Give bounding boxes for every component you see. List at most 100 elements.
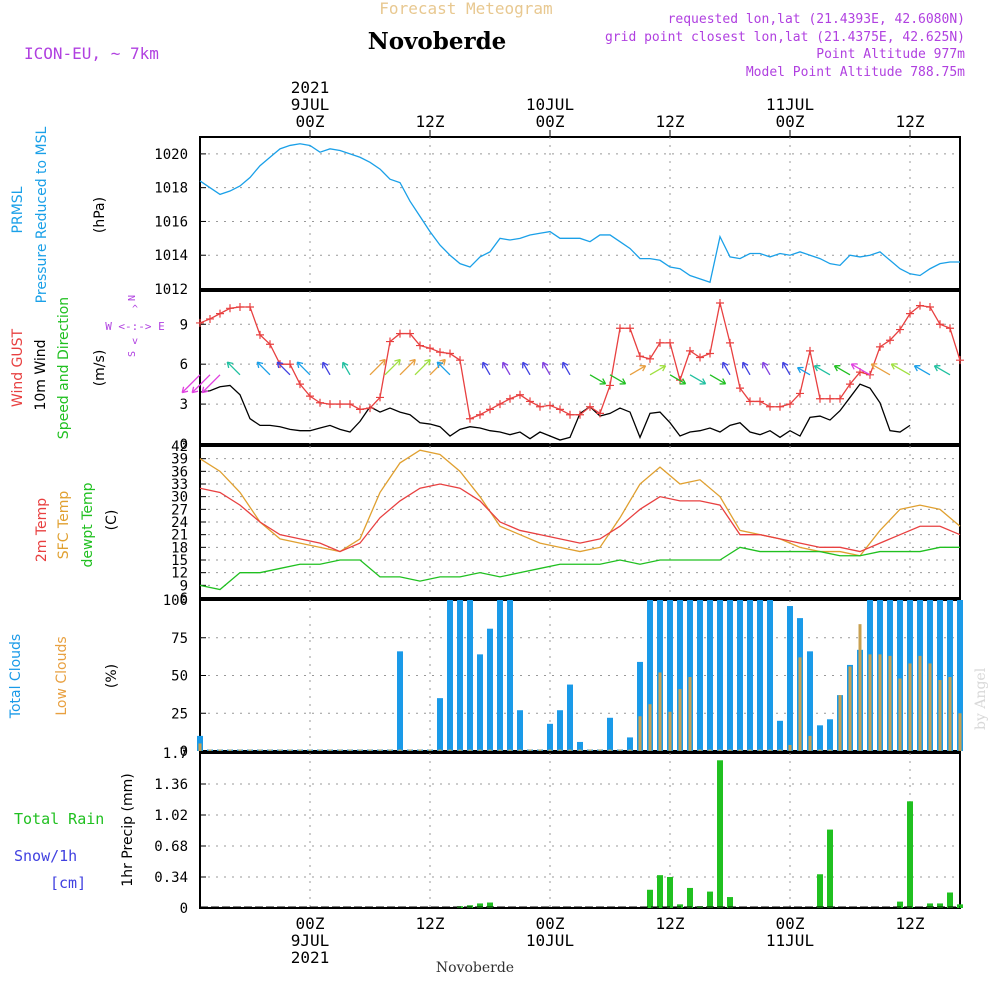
wind-gust-line-point (526, 397, 534, 406)
rain-bar (947, 892, 953, 908)
y-tick-label: 36 (171, 464, 188, 480)
y-tick-label: 75 (171, 631, 188, 647)
y-tick-label: 1.36 (154, 777, 188, 793)
wind-barb (201, 374, 221, 394)
precip-label-cm: [cm] (50, 874, 86, 892)
temp-label-sfc: SFC Temp (56, 491, 72, 560)
low-cloud-bar (638, 716, 642, 751)
wind-gust-line-point (806, 346, 814, 355)
total-cloud-bar (727, 600, 733, 751)
wind-gust-line-point (206, 314, 214, 323)
low-cloud-bar (828, 749, 832, 751)
y-tick-label: 12 (171, 566, 188, 582)
wind-barb (369, 359, 386, 376)
wind-barb (870, 363, 891, 376)
clouds-label-total: Total Clouds (8, 634, 24, 719)
low-cloud-bar (548, 749, 552, 751)
rain-bar (827, 829, 833, 908)
low-cloud-bar (948, 677, 952, 751)
low-cloud-bar (518, 749, 522, 751)
low-cloud-bar (278, 749, 282, 751)
low-cloud-bar (338, 749, 342, 751)
total-cloud-bar (647, 600, 653, 751)
y-tick-label: 6 (180, 591, 188, 607)
compass-down: v (132, 336, 138, 347)
t2m-line (199, 483, 961, 553)
low-cloud-bar (358, 749, 362, 751)
pressure-label-b: Pressure Reduced to MSL (34, 126, 50, 303)
low-cloud-bar (928, 663, 932, 751)
total-cloud-bar (827, 719, 833, 751)
low-cloud-bar (848, 666, 852, 751)
compass-we: W <-:-> E (105, 320, 165, 333)
wind-barb-head (256, 361, 264, 369)
closest-coords: grid point closest lon,lat (21.4375E, 42… (605, 30, 965, 45)
rain-bar (667, 877, 673, 908)
wind-gust-line-point (396, 329, 404, 338)
total-cloud-bar (457, 600, 463, 751)
wind-gust-line-point (366, 404, 374, 413)
wind-gust-line-point (456, 356, 464, 365)
total-cloud-bar (937, 600, 943, 751)
wind-gust-line-point (566, 410, 574, 419)
y-tick-label: 0 (180, 744, 188, 760)
wind-gust-line-point (216, 309, 224, 318)
total-cloud-bar (947, 600, 953, 751)
wind-gust-line-point (196, 318, 204, 327)
total-cloud-bar (897, 600, 903, 751)
low-cloud-bar (198, 743, 202, 751)
wind-barb-head (742, 361, 749, 369)
wind-barb-head (502, 361, 509, 369)
total-cloud-bar (507, 600, 513, 751)
rain-bar (687, 887, 693, 908)
wind-gust-line-point (616, 324, 624, 333)
low-cloud-bar (318, 749, 322, 751)
total-cloud-bar (627, 737, 633, 751)
wind-gust-line-point (756, 397, 764, 406)
wind-gust-line-point (586, 402, 594, 411)
rain-bar (907, 801, 913, 908)
wind-barb-head (276, 361, 284, 369)
wind-barb-head (226, 361, 234, 369)
wind-barb (226, 361, 241, 376)
wind-barb-head (191, 386, 199, 394)
wind-barb-head (870, 363, 878, 370)
low-cloud-bar (958, 713, 962, 751)
low-cloud-bar (708, 749, 712, 751)
low-cloud-bar (898, 678, 902, 751)
panel-frame (199, 752, 961, 909)
wind-barb (414, 359, 431, 376)
y-tick-label: 30 (171, 490, 188, 506)
total-cloud-bar (807, 651, 813, 751)
wind-barb (562, 362, 571, 376)
low-cloud-bar (908, 663, 912, 751)
panel-precip: 0 0.34 0.68 1.02 1.36 1.7 (154, 746, 963, 917)
wind-gust-line-point (636, 352, 644, 361)
wind-gust-line (199, 302, 961, 420)
wind-gust-line-point (246, 302, 254, 311)
low-cloud-bar (298, 749, 302, 751)
clouds-label-low: Low Clouds (54, 636, 70, 715)
model-altitude: Model Point Altitude 788.75m (746, 65, 965, 80)
wind-barb-head (342, 361, 349, 369)
wind-barb (814, 365, 831, 376)
location-title: Novoberde (368, 28, 507, 55)
low-cloud-bar (288, 749, 292, 751)
wind-gust-line-point (266, 340, 274, 349)
wind-barb (709, 374, 726, 385)
time-label-bottom: 11JUL (766, 931, 814, 950)
low-cloud-bar (658, 672, 662, 751)
low-cloud-bar (458, 749, 462, 751)
low-cloud-bar (528, 749, 532, 751)
total-cloud-bar (957, 600, 963, 751)
wind-barb-head (562, 361, 569, 369)
wind-barb-head (813, 365, 821, 372)
total-cloud-bar (787, 606, 793, 751)
wind-barb-head (659, 365, 667, 372)
wind-barb-head (679, 378, 687, 385)
y-tick-label: 1018 (154, 181, 188, 197)
time-label-top: 10JUL (526, 95, 574, 114)
wind-label-gust: Wind GUST (10, 328, 26, 407)
wind-gust-line-point (666, 338, 674, 347)
wind-barb-head (890, 363, 898, 370)
